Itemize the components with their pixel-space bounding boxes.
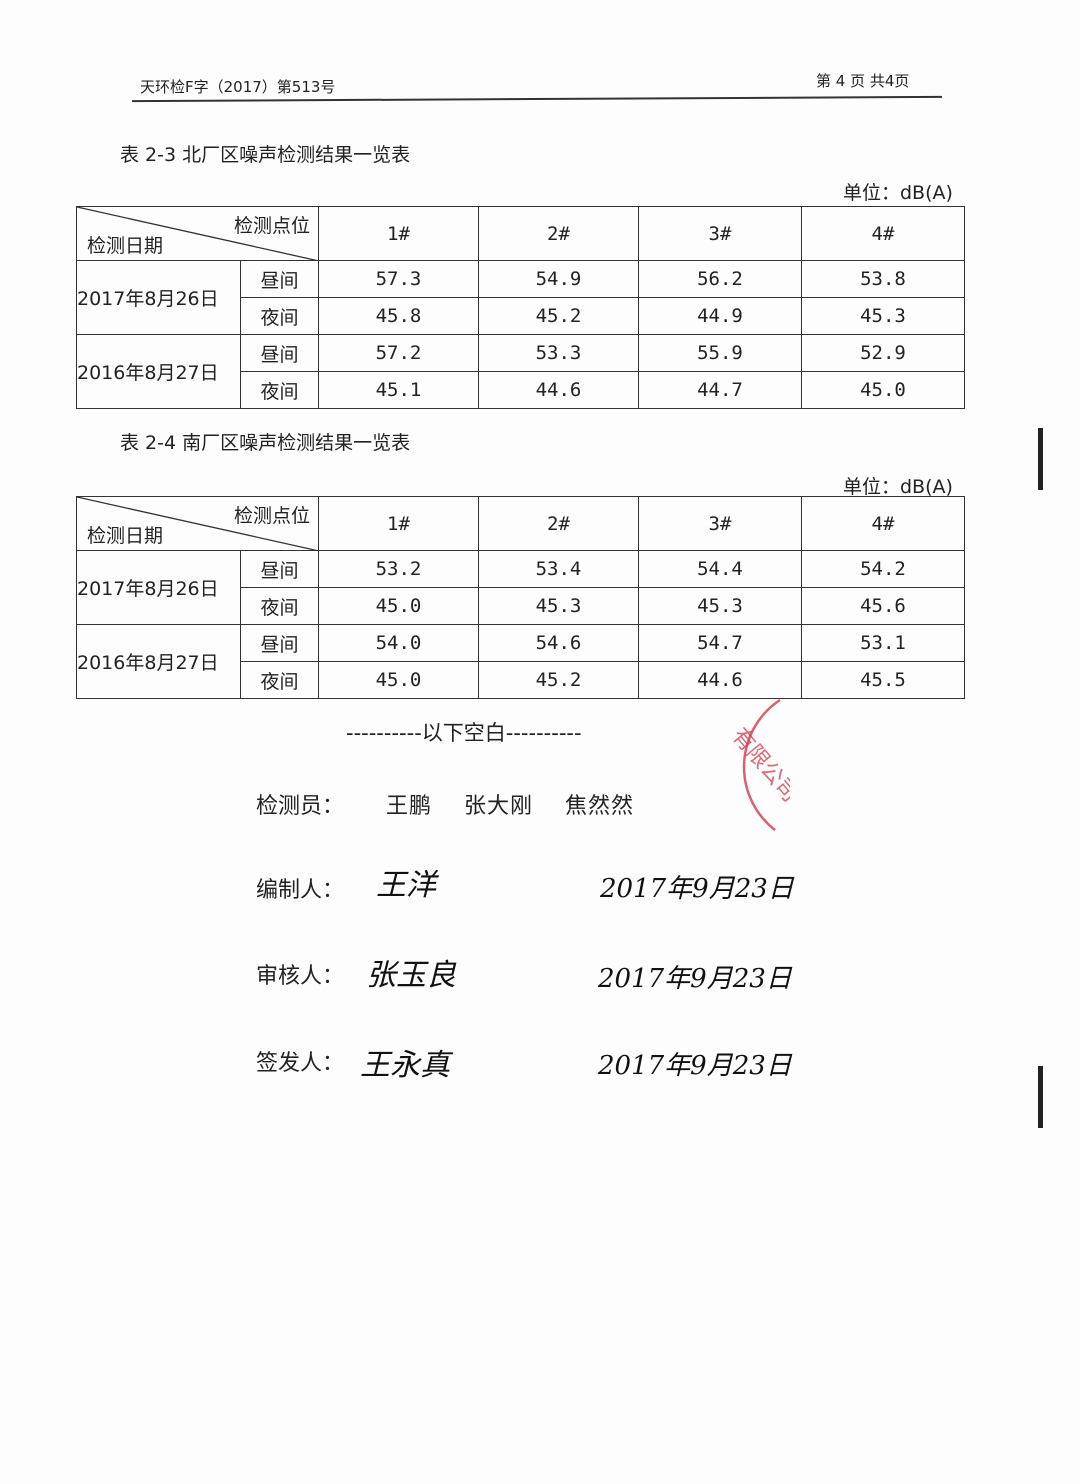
- south-noise-table: 检测点位 检测日期 1# 2# 3# 4# 2017年8月26日 昼间 53.2 53.4 54.4…: [76, 496, 965, 699]
- compiler-label: 编制人：: [256, 878, 345, 903]
- value-cell: 54.9: [478, 260, 639, 298]
- issuer-label: 签发人：: [256, 1051, 345, 1076]
- compiler-date: 2017年9月23日: [600, 874, 794, 904]
- value-cell: 44.9: [638, 297, 802, 335]
- table1-unit: 单位：dB(A): [843, 182, 953, 204]
- table-row: 2016年8月27日 昼间 54.0 54.6 54.7 53.1: [76, 624, 965, 699]
- corner-bottom-label: 检测日期: [87, 525, 164, 547]
- table2-unit: 单位：dB(A): [843, 476, 953, 498]
- column-header: 1#: [318, 206, 479, 261]
- period-cell: 昼间: [240, 624, 319, 662]
- value-cell: 57.2: [318, 334, 479, 372]
- value-cell: 53.4: [478, 550, 639, 588]
- value-cell: 45.1: [318, 371, 479, 409]
- edge-mark: [1038, 1066, 1043, 1128]
- table-row: 夜间 45.1 44.6 44.7 45.0: [77, 371, 965, 409]
- value-cell: 53.1: [801, 624, 965, 662]
- value-cell: 45.3: [801, 297, 965, 335]
- value-cell: 55.9: [638, 334, 802, 372]
- date-cell: 2016年8月27日: [76, 624, 241, 699]
- company-seal-stamp: 有限公司: [727, 698, 790, 831]
- value-cell: 45.6: [801, 587, 965, 625]
- edge-mark: [1038, 428, 1043, 490]
- reviewer-label: 审核人：: [256, 964, 345, 989]
- compiler-signature: 王洋: [376, 868, 436, 903]
- value-cell: 54.2: [801, 550, 965, 588]
- north-noise-table: 检测点位 检测日期 1# 2# 3# 4# 2017年8月26日 昼间 57.3 54.9 56.2…: [76, 206, 965, 409]
- corner-header-cell: 检测点位检测日期: [76, 496, 319, 551]
- date-cell: 2016年8月27日: [76, 334, 241, 409]
- inspector-names: 王鹏 张大刚 焦然然: [386, 794, 634, 819]
- value-cell: 44.7: [638, 371, 802, 409]
- value-cell: 45.0: [318, 587, 479, 625]
- issuer-signature: 王永真: [360, 1048, 450, 1083]
- value-cell: 54.6: [478, 624, 639, 662]
- document-number: 天环检F字（2017）第513号: [140, 78, 336, 96]
- period-cell: 昼间: [240, 334, 319, 372]
- period-cell: 昼间: [240, 260, 319, 298]
- value-cell: 45.0: [801, 371, 965, 409]
- value-cell: 45.3: [638, 587, 802, 625]
- blank-note: ----------以下空白----------: [346, 721, 582, 745]
- diagonal-line: [77, 497, 319, 551]
- period-cell: 夜间: [240, 371, 319, 409]
- table-row: 2017年8月26日 昼间 57.3 54.9 56.2 53.8: [76, 260, 965, 335]
- column-header: 1#: [318, 496, 479, 551]
- period-cell: 夜间: [240, 297, 319, 335]
- column-header: 4#: [801, 496, 965, 551]
- table2-caption: 表 2-4 南厂区噪声检测结果一览表: [120, 432, 411, 454]
- issuer-date: 2017年9月23日: [598, 1051, 792, 1081]
- value-cell: 44.6: [478, 371, 639, 409]
- value-cell: 44.6: [638, 661, 802, 699]
- value-cell: 52.9: [801, 334, 965, 372]
- value-cell: 54.0: [318, 624, 479, 662]
- table1-caption: 表 2-3 北厂区噪声检测结果一览表: [120, 144, 411, 166]
- table-row: 2016年8月27日 昼间 57.2 53.3 55.9 52.9: [76, 334, 965, 409]
- value-cell: 45.3: [478, 587, 639, 625]
- column-header: 4#: [801, 206, 965, 261]
- value-cell: 45.0: [318, 661, 479, 699]
- table-row: 夜间 45.0 45.2 44.6 45.5: [77, 661, 965, 699]
- inspectors-label: 检测员：: [256, 794, 345, 819]
- value-cell: 56.2: [638, 260, 802, 298]
- table-row: 2017年8月26日 昼间 53.2 53.4 54.4 54.2: [76, 550, 965, 625]
- period-cell: 昼间: [240, 550, 319, 588]
- value-cell: 54.7: [638, 624, 802, 662]
- value-cell: 53.3: [478, 334, 639, 372]
- svg-text:有限公司: 有限公司: [727, 724, 790, 807]
- period-cell: 夜间: [240, 661, 319, 699]
- value-cell: 45.2: [478, 661, 639, 699]
- value-cell: 54.4: [638, 550, 802, 588]
- page-info: 第 4 页 共4页: [816, 72, 910, 90]
- corner-top-label: 检测点位: [233, 505, 310, 527]
- value-cell: 45.5: [801, 661, 965, 699]
- value-cell: 45.8: [318, 297, 479, 335]
- value-cell: 53.2: [318, 550, 479, 588]
- table-row: 夜间 45.0 45.3 45.3 45.6: [77, 587, 965, 625]
- corner-header-cell: 检测点位检测日期: [76, 206, 319, 261]
- column-header: 2#: [478, 206, 639, 261]
- value-cell: 53.8: [801, 260, 965, 298]
- column-header: 3#: [638, 206, 802, 261]
- corner-bottom-label: 检测日期: [87, 235, 164, 257]
- reviewer-date: 2017年9月23日: [598, 964, 792, 994]
- reviewer-signature: 张玉良: [366, 958, 456, 993]
- date-cell: 2017年8月26日: [76, 550, 241, 625]
- value-cell: 45.2: [478, 297, 639, 335]
- diagonal-line: [77, 207, 319, 261]
- date-cell: 2017年8月26日: [76, 260, 241, 335]
- corner-top-label: 检测点位: [233, 215, 310, 237]
- column-header: 3#: [638, 496, 802, 551]
- period-cell: 夜间: [240, 587, 319, 625]
- column-header: 2#: [478, 496, 639, 551]
- value-cell: 57.3: [318, 260, 479, 298]
